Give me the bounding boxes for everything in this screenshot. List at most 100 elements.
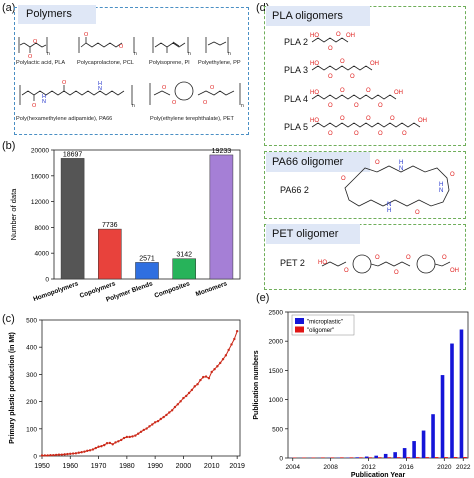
data-point (230, 343, 233, 346)
bar-value-label: 18697 (63, 151, 83, 158)
svg-text:O: O (210, 85, 215, 91)
data-point (114, 441, 117, 444)
data-point (54, 453, 58, 457)
bar (359, 457, 363, 458)
data-point (134, 434, 137, 437)
data-point (213, 368, 216, 371)
x-tick-label: 2016 (399, 464, 414, 471)
data-point (199, 378, 202, 382)
data-point (227, 348, 230, 352)
svg-text:O: O (203, 100, 208, 106)
bar (378, 457, 382, 458)
data-point (142, 428, 146, 432)
data-point (43, 454, 47, 457)
data-point (179, 400, 182, 403)
bar (402, 448, 407, 458)
svg-text:N: N (42, 99, 46, 105)
bar (463, 457, 467, 458)
svg-text:HO: HO (318, 260, 327, 266)
data-point (122, 436, 126, 440)
svg-text:O: O (328, 131, 333, 137)
data-point (97, 445, 100, 448)
svg-text:O: O (172, 100, 177, 106)
bar (434, 457, 439, 458)
svg-text:O: O (328, 103, 333, 109)
data-point (219, 361, 222, 365)
panel-label-b: (b) (2, 140, 16, 152)
data-point (224, 354, 228, 357)
data-point (100, 445, 103, 448)
y-tick-label: 0 (45, 277, 49, 284)
data-point (125, 435, 129, 439)
data-point (91, 448, 95, 451)
svg-text:OH: OH (346, 33, 355, 39)
svg-text:O: O (390, 116, 395, 122)
bar (421, 430, 426, 458)
y-tick-label: 8000 (35, 225, 50, 232)
svg-text:HO: HO (310, 61, 319, 67)
bar (340, 457, 344, 458)
bar (383, 453, 388, 458)
bar (415, 457, 420, 458)
svg-text:O: O (341, 176, 346, 182)
svg-text:O: O (328, 74, 333, 80)
svg-text:H: H (98, 81, 102, 87)
svg-text:O: O (84, 32, 89, 38)
data-point (131, 435, 134, 438)
bar (368, 457, 373, 458)
panel-label-c: (c) (2, 313, 15, 325)
x-category-label: Homopolymers (32, 280, 79, 303)
bar (98, 228, 122, 280)
data-point (187, 391, 191, 395)
data-point (235, 329, 239, 333)
svg-text:O: O (28, 54, 33, 60)
plot-frame (41, 319, 241, 457)
bar-value-label: 3142 (176, 252, 192, 259)
x-tick-label: 2022 (456, 464, 471, 471)
svg-text:n: n (228, 51, 231, 57)
pi-caption: Polyisoprene, PI (149, 60, 190, 66)
svg-text:O: O (33, 39, 38, 45)
y-tick-label: 16000 (31, 173, 49, 180)
svg-text:H: H (399, 160, 403, 166)
data-point (105, 442, 109, 445)
data-point (156, 419, 160, 423)
svg-text:n: n (132, 103, 135, 109)
data-point (221, 357, 225, 361)
data-point (182, 396, 185, 400)
pla-oligomers-title: PLA oligomers (266, 6, 370, 26)
data-point (49, 453, 52, 457)
data-point (52, 453, 55, 457)
data-point (40, 454, 44, 457)
svg-text:O: O (378, 103, 383, 109)
pa66-caption: Poly(hexamethylene adipamide), PA66 (16, 116, 113, 122)
y-tick-label: 1500 (269, 368, 284, 375)
x-axis-label: Publication Year (351, 472, 406, 478)
svg-text:O: O (450, 172, 455, 178)
y-tick-label: 20000 (31, 148, 49, 155)
y-tick-label: 300 (26, 372, 37, 379)
data-point (202, 375, 205, 379)
data-point (128, 435, 131, 439)
x-category-label: Monomers (195, 280, 229, 298)
x-category-label: Composites (154, 280, 192, 299)
data-point (69, 452, 72, 456)
data-point (74, 452, 78, 455)
x-tick-label: 2008 (323, 464, 338, 471)
bar-value-label: 7736 (102, 222, 118, 229)
bar (396, 457, 401, 458)
bar (135, 262, 159, 280)
x-tick-label: 2012 (361, 464, 376, 471)
svg-text:O: O (375, 160, 380, 166)
pla2-label: PLA 2 (284, 37, 309, 47)
y-tick-label: 100 (26, 426, 37, 433)
pa66-oligomer-box (264, 151, 466, 219)
data-point (173, 405, 177, 409)
data-point (136, 432, 140, 435)
y-tick-label: 4000 (35, 251, 50, 258)
svg-text:N: N (387, 202, 391, 208)
bar (60, 158, 85, 280)
bar (450, 343, 454, 458)
data-point (165, 413, 168, 417)
